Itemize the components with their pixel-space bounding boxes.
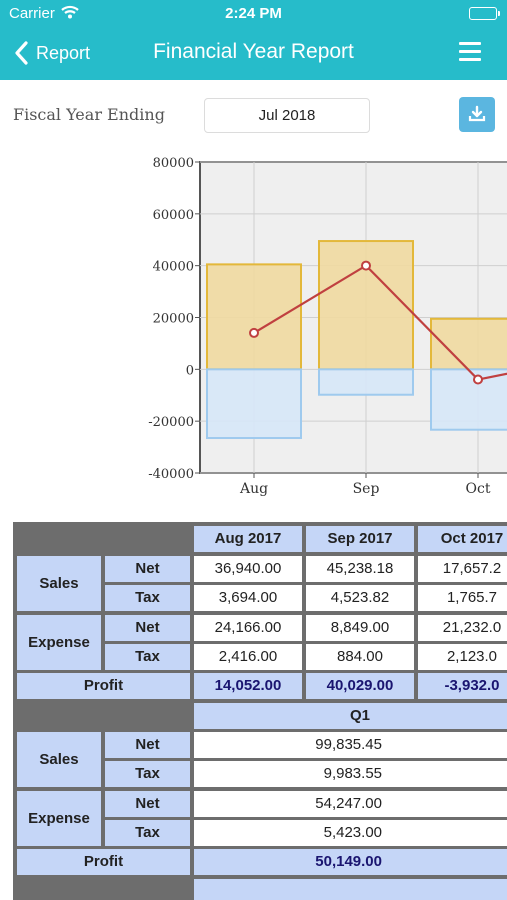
bar-expense: [430, 368, 507, 431]
next-section-header: [194, 879, 507, 900]
group-label-sales: Sales: [17, 556, 101, 611]
row-label-tax: Tax: [105, 820, 190, 846]
status-bar: Carrier 2:24 PM: [0, 0, 507, 28]
group-label-expense: Expense: [17, 791, 101, 846]
table-cell: 99,835.45: [194, 732, 507, 758]
month-header: Sep 2017: [306, 526, 414, 552]
download-button[interactable]: [459, 97, 495, 132]
table-cell: 3,694.00: [194, 585, 302, 611]
row-label-profit: Profit: [17, 849, 190, 875]
status-time: 2:24 PM: [225, 5, 282, 22]
table-cell: 45,238.18: [306, 556, 414, 582]
x-tick-label: Aug: [239, 481, 268, 497]
carrier-label: Carrier: [9, 5, 55, 22]
row-label-net: Net: [105, 615, 190, 641]
fiscal-year-select[interactable]: Jul 2018: [204, 98, 370, 133]
table-cell: 36,940.00: [194, 556, 302, 582]
y-tick-label: -20000: [148, 415, 194, 430]
table-cell: 884.00: [306, 644, 414, 670]
bar-sales: [318, 240, 414, 371]
table-cell: 2,123.0: [418, 644, 507, 670]
financial-chart: 80000 60000 40000 20000 0 -20000 -40000 Aug Sep…: [148, 156, 507, 497]
profit-point: [249, 327, 259, 338]
report-table: Aug 2017 Sep 2017 Oct 2017 Sales Net 36,…: [13, 522, 507, 900]
row-label-profit: Profit: [17, 673, 190, 699]
table-cell: 24,166.00: [194, 615, 302, 641]
table-cell: 9,983.55: [194, 761, 507, 787]
month-header: Oct 2017: [418, 526, 507, 552]
y-tick-label: -40000: [148, 467, 194, 482]
table-cell: 4,523.82: [306, 585, 414, 611]
wifi-icon: [61, 5, 79, 23]
group-label-sales: Sales: [17, 732, 101, 787]
y-tick-label: 60000: [153, 208, 194, 223]
profit-cell: 14,052.00: [194, 673, 302, 699]
bar-sales: [206, 263, 302, 371]
profit-point: [361, 260, 371, 271]
table-cell: 54,247.00: [194, 791, 507, 817]
profit-point: [473, 374, 483, 385]
profit-cell: -3,932.0: [418, 673, 507, 699]
row-label-net: Net: [105, 556, 190, 582]
month-header: Aug 2017: [194, 526, 302, 552]
row-label-tax: Tax: [105, 761, 190, 787]
table-cell: 8,849.00: [306, 615, 414, 641]
table-cell: 5,423.00: [194, 820, 507, 846]
row-label-tax: Tax: [105, 585, 190, 611]
back-button[interactable]: Report: [12, 38, 90, 68]
table-cell: 1,765.7: [418, 585, 507, 611]
profit-line: [253, 264, 507, 381]
page-title: Financial Year Report: [153, 40, 354, 63]
x-tick-label: Sep: [353, 481, 380, 497]
table-cell: 17,657.2: [418, 556, 507, 582]
table-cell: 2,416.00: [194, 644, 302, 670]
x-tick-label: Oct: [466, 481, 491, 497]
row-label-net: Net: [105, 732, 190, 758]
fiscal-year-label: Fiscal Year Ending: [13, 105, 165, 124]
row-label-net: Net: [105, 791, 190, 817]
profit-cell: 50,149.00: [194, 849, 507, 875]
y-tick-label: 20000: [153, 312, 194, 327]
chevron-left-icon: [15, 41, 28, 65]
bar-expense: [206, 368, 302, 440]
app-header: Carrier 2:24 PM Report Financial Year Re…: [0, 0, 507, 80]
group-label-expense: Expense: [17, 615, 101, 670]
quarter-header: Q1: [194, 703, 507, 729]
bar-expense: [318, 368, 414, 396]
profit-cell: 40,029.00: [306, 673, 414, 699]
row-label-tax: Tax: [105, 644, 190, 670]
menu-icon[interactable]: [459, 42, 481, 62]
download-icon: [468, 105, 486, 122]
battery-icon: [469, 7, 500, 20]
y-tick-label: 0: [186, 363, 194, 378]
table-cell: 21,232.0: [418, 615, 507, 641]
y-tick-label: 80000: [153, 156, 194, 171]
back-label: Report: [36, 42, 91, 63]
y-tick-label: 40000: [153, 260, 194, 275]
